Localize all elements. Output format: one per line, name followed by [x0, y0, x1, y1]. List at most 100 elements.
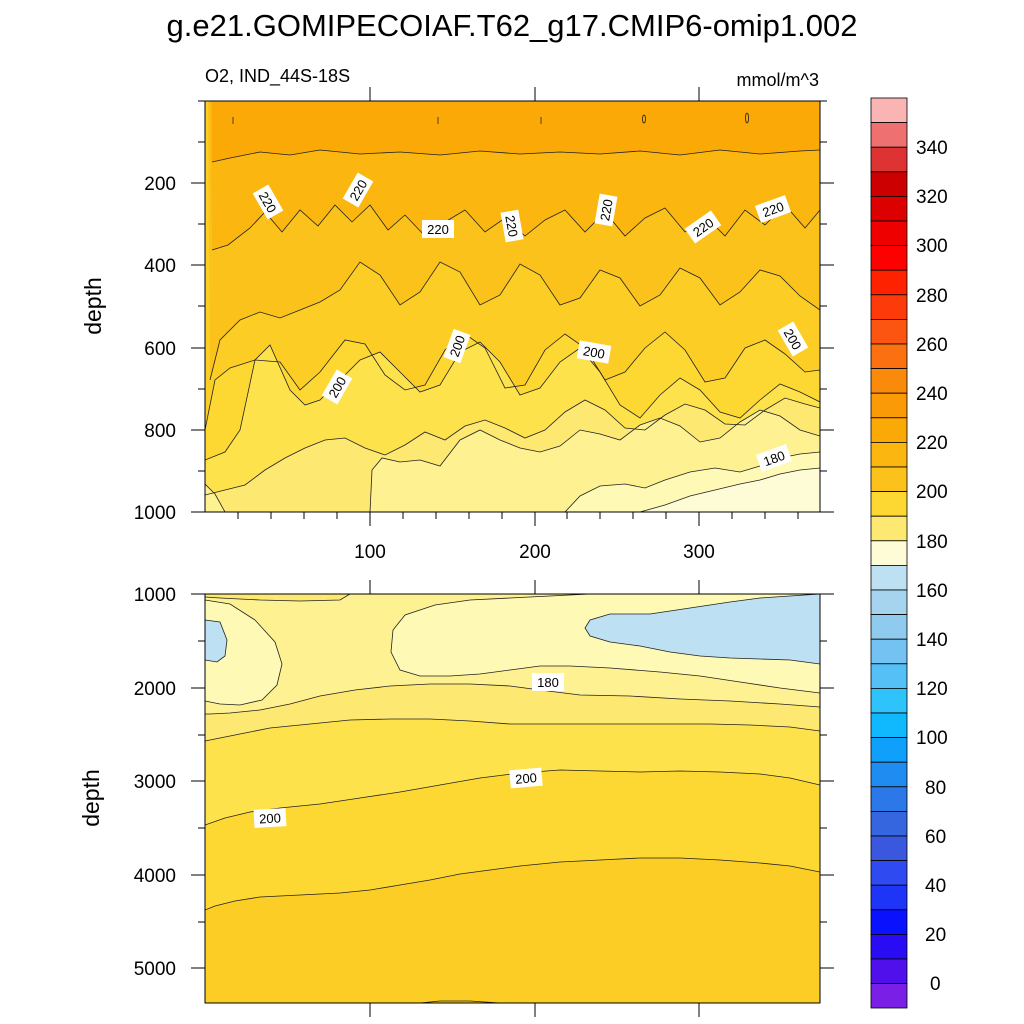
colorbar-swatch — [870, 540, 908, 566]
colorbar-swatch — [870, 835, 908, 862]
x-tick-label: 200 — [519, 542, 551, 563]
y-tick-label: 3000 — [134, 772, 176, 793]
upper-filled-contours — [205, 101, 820, 512]
figure-title: g.e21.GOMIPECOIAF.T62_g17.CMIP6-omip1.00… — [167, 8, 858, 43]
colorbar-swatch — [870, 97, 908, 124]
y-tick-label: 1000 — [134, 503, 176, 524]
contour-label: 180 — [761, 448, 787, 470]
colorbar-swatch — [870, 318, 908, 345]
colorbar-swatch — [870, 195, 908, 222]
colorbar-swatch — [870, 638, 908, 665]
y-tick-label: 400 — [144, 256, 176, 277]
colorbar-swatch — [870, 441, 908, 468]
units-label: mmol/m^3 — [737, 70, 819, 90]
contour-label: 200 — [515, 770, 538, 787]
colorbar-swatch — [870, 737, 908, 763]
y-tick-label: 2000 — [134, 679, 176, 700]
colorbar-swatch — [870, 688, 908, 714]
colorbar-swatch — [870, 786, 908, 812]
upper-y-ticks — [191, 100, 834, 513]
colorbar-label: 160 — [916, 581, 948, 602]
y-tick-label: 200 — [144, 174, 176, 195]
colorbar-swatch — [870, 392, 908, 419]
colorbar-swatch — [870, 565, 908, 591]
upper-x-tick-labels: 100 200 300 — [354, 542, 715, 563]
colorbar-label: 20 — [925, 925, 946, 946]
colorbar-swatch — [870, 294, 908, 320]
colorbar-swatch — [870, 245, 908, 271]
colorbar-label: 140 — [916, 630, 948, 651]
contour-label: 220 — [760, 199, 786, 221]
colorbar-swatch — [870, 515, 908, 542]
upper-contour-panel: 220 220 220 220 220 220 220 200 200 200 … — [80, 87, 834, 563]
colorbar-label: 0 — [930, 974, 941, 995]
colorbar-swatch — [870, 368, 908, 394]
lower-y-ticks — [191, 593, 834, 969]
colorbar-swatch — [870, 884, 908, 911]
colorbar-swatch — [870, 909, 908, 935]
colorbar-label: 40 — [925, 876, 946, 897]
upper-fill-corner — [205, 484, 225, 512]
colorbar-label: 260 — [916, 335, 948, 356]
y-tick-label: 600 — [144, 339, 176, 360]
colorbar-label: 320 — [916, 187, 948, 208]
colorbar-label: 60 — [925, 827, 946, 848]
lower-filled-contours — [205, 594, 820, 1003]
colorbar-swatch — [870, 958, 908, 985]
colorbar: 340 320 300 280 260 240 220 200 180 160 … — [870, 97, 948, 1009]
upper-y-tick-labels: 200 400 600 800 1000 — [134, 174, 176, 524]
contour-label: 200 — [582, 343, 606, 362]
contour-label: 180 — [537, 675, 559, 690]
colorbar-swatches — [870, 97, 908, 1009]
colorbar-swatch — [870, 983, 908, 1009]
contour-label: 220 — [427, 222, 449, 237]
colorbar-swatch — [870, 811, 908, 837]
colorbar-label: 240 — [916, 384, 948, 405]
colorbar-swatch — [870, 589, 908, 616]
colorbar-label: 200 — [916, 482, 948, 503]
colorbar-swatch — [870, 761, 908, 788]
lower-y-tick-labels: 1000 2000 3000 4000 5000 — [134, 585, 176, 980]
colorbar-swatch — [870, 712, 908, 739]
colorbar-label: 340 — [916, 138, 948, 159]
colorbar-swatch — [870, 614, 908, 640]
lower-contour-labels: 180 200 200 — [253, 673, 564, 828]
y-tick-label: 5000 — [134, 959, 176, 980]
contour-label: 220 — [597, 198, 616, 222]
x-tick-label: 100 — [354, 542, 386, 563]
lower-contour-lines — [205, 594, 820, 1003]
upper-contour-labels: 220 220 220 220 220 220 220 200 200 200 … — [252, 172, 809, 472]
colorbar-swatch — [870, 343, 908, 370]
colorbar-swatch — [870, 171, 908, 197]
colorbar-swatch — [870, 491, 908, 517]
colorbar-swatch — [870, 663, 908, 689]
colorbar-swatch — [870, 220, 908, 247]
lower-plot-frame — [204, 593, 821, 1004]
contour-label: 200 — [447, 333, 469, 359]
colorbar-label: 100 — [916, 728, 948, 749]
upper-x-ticks — [237, 87, 799, 526]
colorbar-label: 300 — [916, 236, 948, 257]
upper-y-axis-label: depth — [80, 277, 106, 335]
colorbar-swatch — [870, 417, 908, 443]
colorbar-swatch — [870, 146, 908, 173]
colorbar-label: 220 — [916, 433, 948, 454]
colorbar-swatch — [870, 466, 908, 493]
lower-x-ticks — [369, 580, 700, 1017]
y-tick-label: 800 — [144, 421, 176, 442]
colorbar-swatch — [870, 269, 908, 296]
colorbar-label: 120 — [916, 679, 948, 700]
lower-fill-160-175 — [205, 594, 820, 664]
colorbar-swatch — [870, 934, 908, 960]
colorbar-swatch — [870, 122, 908, 148]
colorbar-swatch — [870, 860, 908, 886]
lower-y-axis-label: depth — [78, 769, 104, 827]
colorbar-label: 80 — [925, 778, 946, 799]
contour-label: 220 — [502, 214, 521, 238]
y-tick-label: 4000 — [134, 866, 176, 887]
upper-fill-175-180 — [640, 468, 820, 512]
contour-label: 200 — [259, 810, 281, 826]
lower-contour-panel: 180 200 200 1000 2000 3000 4000 5000 — [78, 580, 834, 1017]
colorbar-labels: 340 320 300 280 260 240 220 200 180 160 … — [916, 138, 948, 995]
y-tick-label: 1000 — [134, 585, 176, 606]
